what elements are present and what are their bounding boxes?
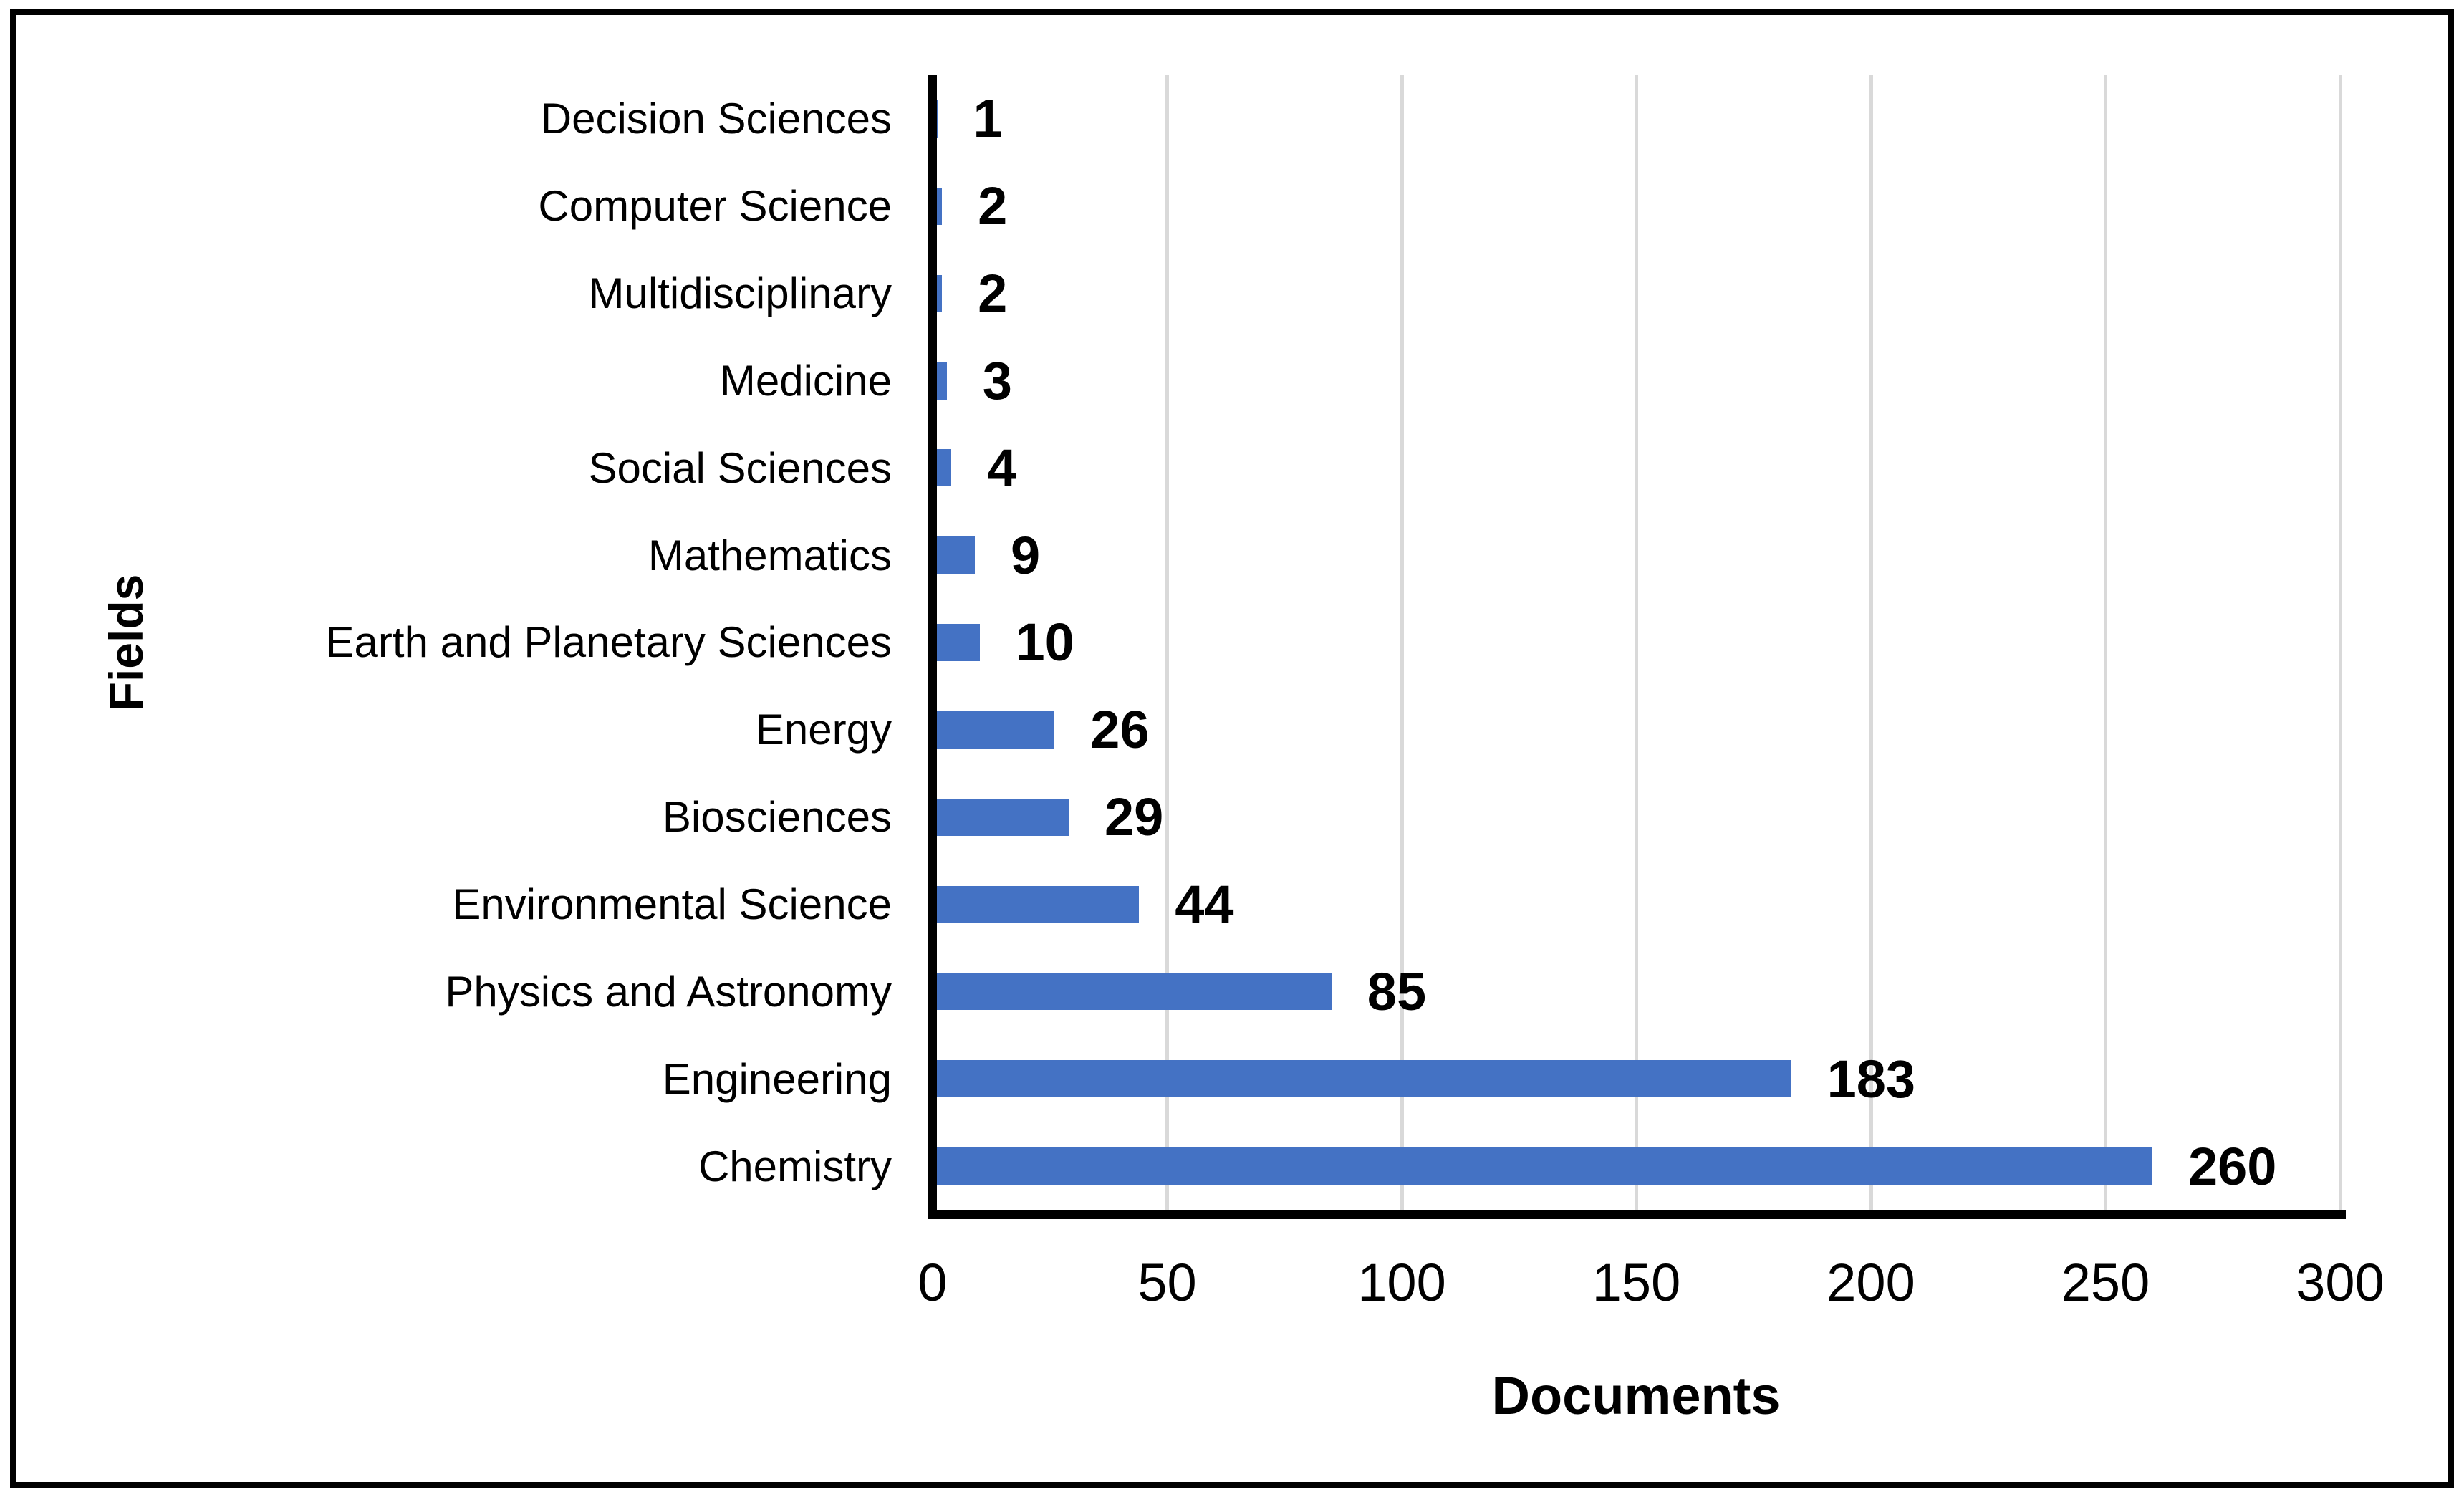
value-label: 2 (978, 264, 1008, 324)
category-label: Physics and Astronomy (445, 967, 892, 1016)
x-axis-line (928, 1210, 2346, 1219)
value-label: 85 (1367, 961, 1427, 1021)
gridline (1165, 75, 1169, 1210)
bar (933, 1147, 2152, 1185)
value-label: 29 (1105, 787, 1164, 847)
category-label: Chemistry (698, 1142, 892, 1190)
category-label: Decision Sciences (540, 95, 892, 143)
chart-border-frame (10, 9, 2454, 1488)
category-label: Earth and Planetary Sciences (325, 618, 892, 667)
value-label: 3 (982, 350, 1012, 410)
y-axis-title: Fields (100, 574, 153, 711)
value-label: 10 (1015, 612, 1074, 673)
bar (933, 711, 1055, 748)
category-label: Mathematics (648, 531, 892, 579)
category-label: Social Sciences (588, 443, 892, 492)
category-label: Engineering (662, 1054, 892, 1103)
gridline (1869, 75, 1873, 1210)
gridline (2104, 75, 2107, 1210)
x-tick-label: 0 (918, 1253, 948, 1312)
value-label: 9 (1011, 525, 1041, 585)
value-label: 44 (1175, 874, 1234, 934)
category-label: Multidisciplinary (588, 269, 892, 318)
value-label: 26 (1090, 700, 1150, 760)
category-label: Biosciences (662, 793, 892, 842)
value-label: 4 (987, 438, 1017, 498)
bar (933, 973, 1332, 1011)
gridline (1400, 75, 1404, 1210)
gridline (2338, 75, 2342, 1210)
x-tick-label: 250 (2061, 1253, 2150, 1312)
x-tick-label: 100 (1357, 1253, 1446, 1312)
category-label: Computer Science (538, 182, 892, 231)
bar (933, 624, 980, 661)
value-label: 1 (973, 89, 1003, 149)
value-label: 2 (978, 176, 1008, 236)
category-label: Environmental Science (452, 880, 892, 928)
bar (933, 1060, 1791, 1098)
bar (933, 885, 1140, 923)
x-tick-label: 200 (1827, 1253, 1915, 1312)
x-tick-label: 150 (1592, 1253, 1681, 1312)
gridline (1635, 75, 1638, 1210)
y-axis-line (928, 75, 937, 1219)
category-label: Energy (755, 706, 892, 754)
category-label: Medicine (719, 356, 892, 405)
value-label: 260 (2188, 1136, 2277, 1196)
value-label: 183 (1827, 1049, 1916, 1109)
bar (933, 798, 1069, 836)
bar (933, 536, 975, 574)
x-axis-title: Documents (1491, 1365, 1781, 1425)
x-tick-label: 50 (1137, 1253, 1197, 1312)
x-tick-label: 300 (2296, 1253, 2384, 1312)
